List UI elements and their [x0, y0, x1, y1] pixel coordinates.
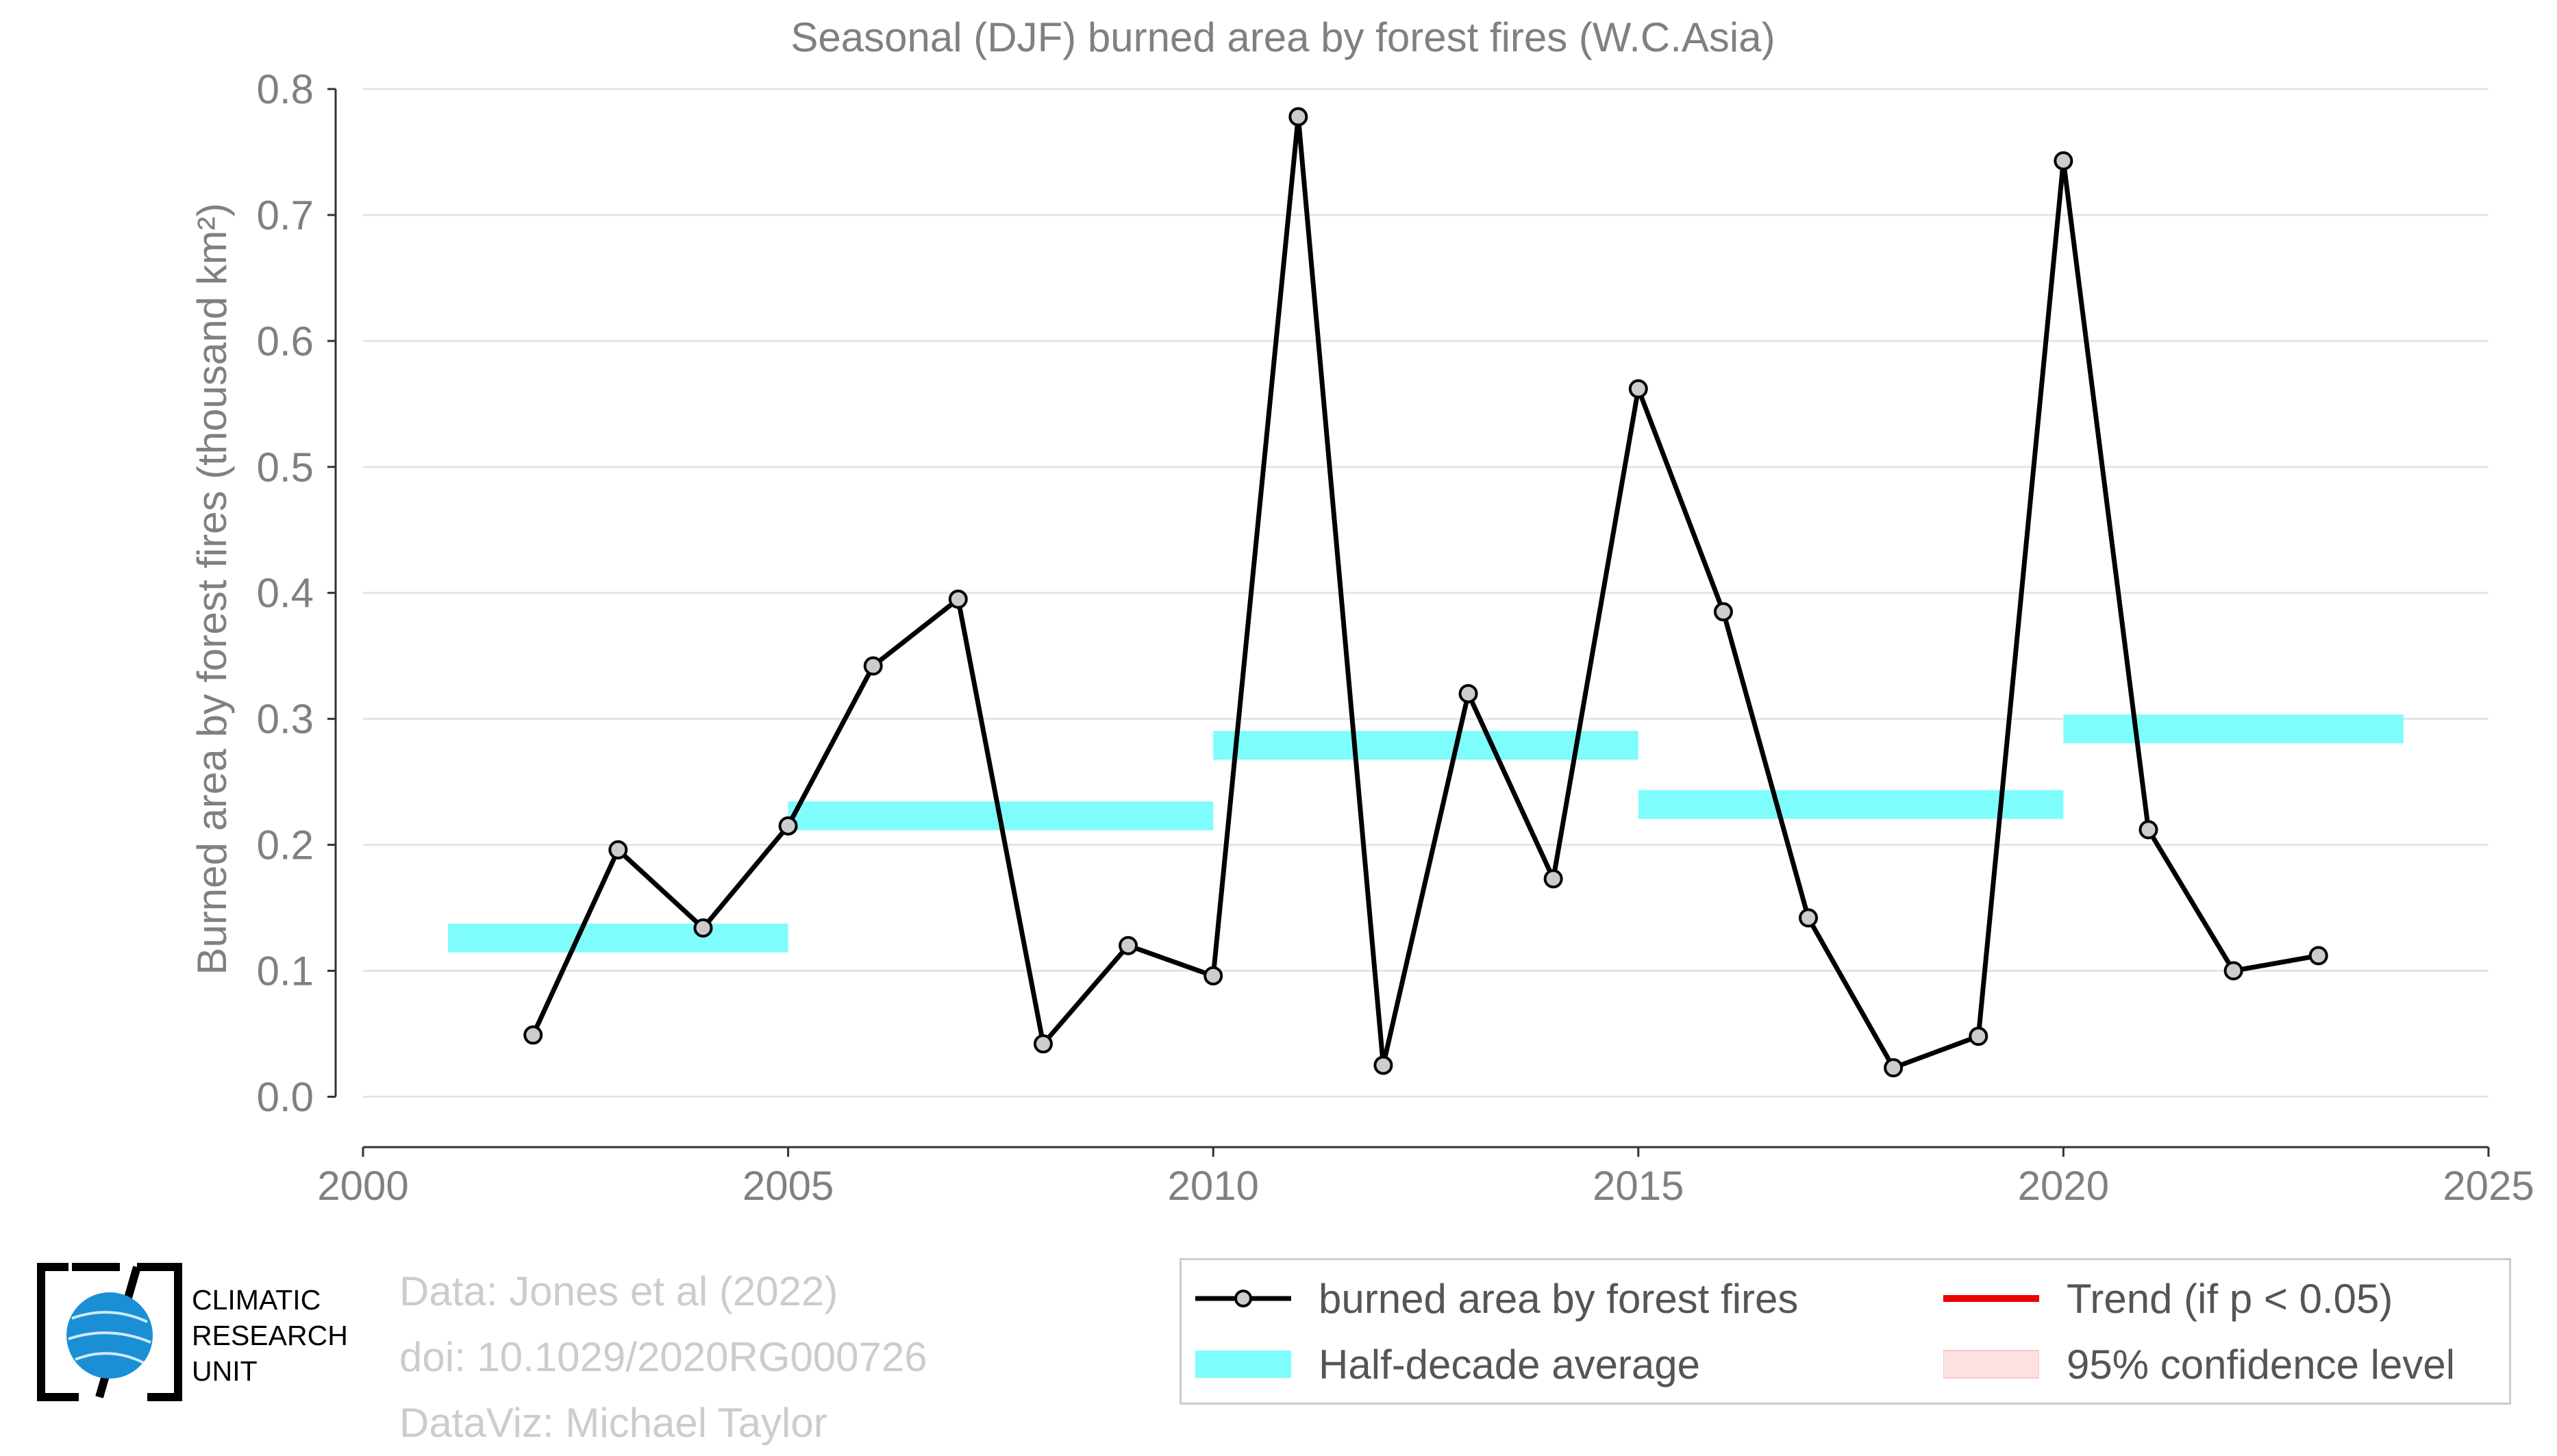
data-point [1969, 1027, 1988, 1046]
y-tick-label: 0.8 [257, 66, 314, 112]
y-tick-label: 0.2 [257, 823, 314, 868]
half-decade-bars [448, 714, 2404, 953]
credit-data-source: Data: Jones et al (2022) [399, 1268, 838, 1314]
data-point [1628, 379, 1648, 399]
data-point [948, 589, 968, 609]
data-point [523, 1025, 543, 1045]
data-point [1799, 908, 1819, 928]
half-decade-bar [1638, 790, 2064, 819]
data-point [778, 816, 798, 836]
logo-frame-icon [37, 1263, 182, 1401]
half-decade-bar [2063, 714, 2404, 744]
data-point [1713, 602, 1733, 622]
legend-label-average: Half-decade average [1319, 1341, 1701, 1388]
data-point [1543, 869, 1563, 889]
x-tick-label: 2005 [743, 1163, 834, 1209]
legend-key-average [1195, 1331, 1291, 1397]
legend-item-average: Half-decade average [1195, 1331, 1700, 1397]
chart-title: Seasonal (DJF) burned area by forest fir… [790, 14, 1775, 60]
legend-label-series: burned area by forest fires [1319, 1275, 1799, 1322]
data-point [2054, 151, 2073, 171]
data-point [2138, 820, 2158, 840]
logo-line-1: CLIMATIC [192, 1284, 321, 1316]
grid-lines [363, 88, 2489, 1098]
legend-key-series [1195, 1266, 1291, 1331]
half-decade-bar [1213, 731, 1638, 760]
x-tick-label: 2010 [1167, 1163, 1258, 1209]
legend: burned area by forest fires Trend (if p … [1180, 1258, 2511, 1405]
y-tick-label: 0.3 [257, 696, 314, 742]
data-point [1373, 1055, 1393, 1075]
legend-item-series: burned area by forest fires [1195, 1266, 1798, 1331]
legend-key-confidence [1943, 1331, 2040, 1397]
legend-item-confidence: 95% confidence level [1943, 1331, 2455, 1397]
legend-label-trend: Trend (if p < 0.05) [2067, 1275, 2393, 1322]
series-line [531, 114, 2319, 1070]
x-tick-label: 2000 [317, 1163, 408, 1209]
logo-line-2: RESEARCH [192, 1320, 348, 1351]
credit-doi: doi: 10.1029/2020RG000726 [399, 1334, 927, 1380]
legend-key-trend [1943, 1266, 2039, 1331]
y-tick-label: 0.4 [257, 570, 314, 616]
x-tick-label: 2025 [2443, 1163, 2534, 1209]
data-credits: Data: Jones et al (2022) doi: 10.1029/20… [399, 1259, 927, 1456]
data-point [1458, 683, 1478, 703]
y-tick-label: 0.0 [257, 1074, 314, 1120]
cru-logo-text: CLIMATIC RESEARCH UNIT [192, 1282, 348, 1389]
x-tick-label: 2015 [1593, 1163, 1684, 1209]
data-point [1033, 1034, 1053, 1054]
data-point [2308, 946, 2328, 966]
credit-dataviz: DataViz: Michael Taylor [399, 1400, 827, 1446]
legend-label-confidence: 95% confidence level [2067, 1341, 2456, 1388]
data-point [1288, 107, 1308, 127]
y-axis-label: Burned area by forest fires (thousand km… [189, 203, 235, 975]
y-tick-label: 0.1 [257, 949, 314, 994]
data-point [1884, 1058, 1904, 1078]
series-path [531, 114, 2319, 1070]
data-point [693, 918, 713, 938]
x-tick-label: 2020 [2018, 1163, 2109, 1209]
cru-logo [37, 1263, 182, 1401]
y-tick-label: 0.6 [257, 318, 314, 364]
data-point [863, 656, 883, 676]
half-decade-bar [448, 923, 788, 953]
axes: 0.0 0.1 0.2 0.3 0.4 0.5 0.6 0.7 0.8 2000 2005 2010 2… [257, 66, 2534, 1209]
series-points [523, 107, 2328, 1078]
y-tick-label: 0.7 [257, 192, 314, 238]
y-tick-label: 0.5 [257, 444, 314, 490]
data-point [2223, 961, 2243, 981]
legend-item-trend: Trend (if p < 0.05) [1943, 1266, 2393, 1331]
data-point [1119, 936, 1138, 955]
data-point [608, 840, 628, 859]
data-point [1203, 966, 1223, 986]
logo-line-3: UNIT [192, 1355, 258, 1387]
